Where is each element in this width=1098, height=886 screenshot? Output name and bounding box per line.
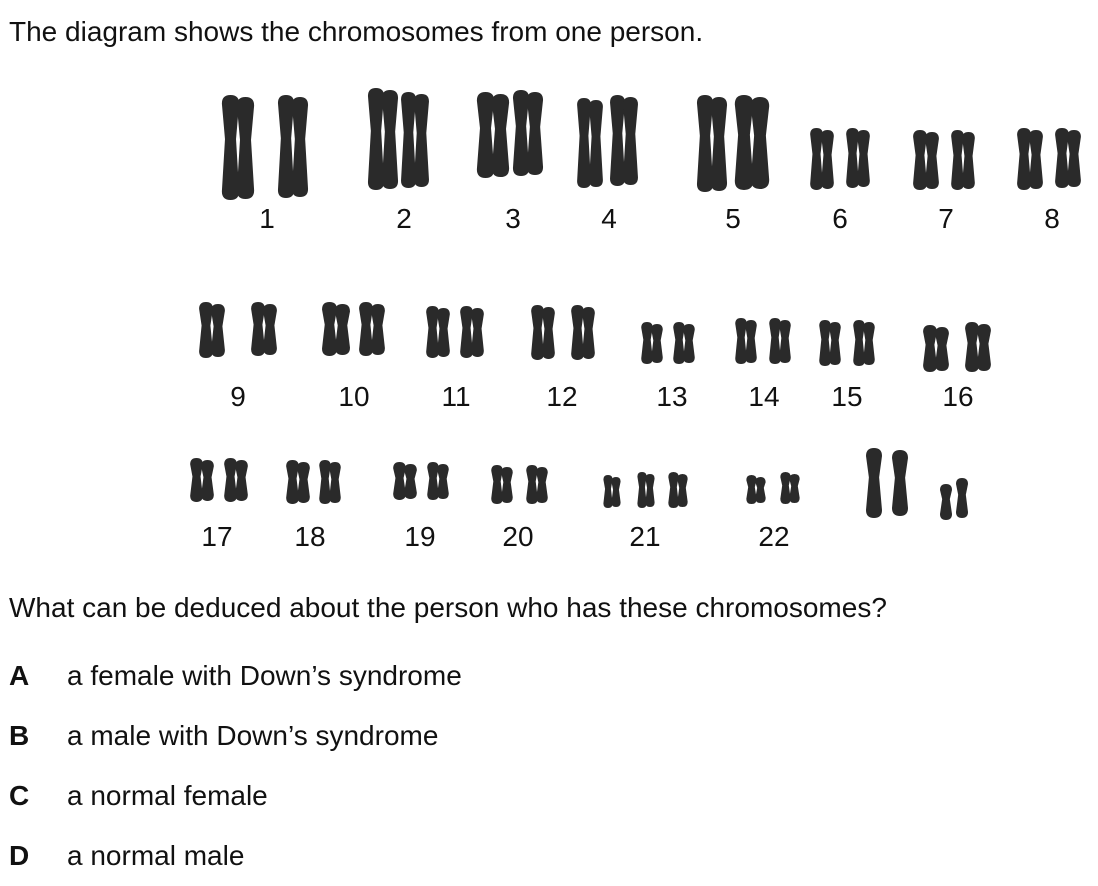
chromosome-6-1 [810,128,834,190]
chromosome-label-9: 9 [230,381,246,412]
chromosome-5-2 [734,95,770,190]
chromosome-4-2 [610,95,638,186]
chromosome-2-2 [401,92,429,188]
chromosome-label-6: 6 [832,203,848,234]
chromosome-11-1 [426,306,450,358]
chromosome-8-1 [1017,128,1043,190]
intro-text: The diagram shows the chromosomes from o… [9,16,704,47]
chromosome-10-2 [359,302,385,356]
chromosome-18-1 [286,460,310,504]
option-d-letter: D [9,840,30,871]
chromosome-9-2 [251,302,277,356]
chromosome-14-2 [769,318,791,364]
chromosome-label-13: 13 [656,381,687,412]
chromosome-2-1 [367,88,399,190]
option-c-text: a normal female [67,780,268,811]
chromosome-1-1 [221,95,255,200]
chromosome-19-2 [427,462,449,500]
chromosome-label-11: 11 [441,381,470,412]
chromosome-7-2 [951,130,975,190]
chromosome-18-2 [319,460,341,504]
chromosome-8-2 [1055,128,1081,188]
chromosome-10-1 [322,302,350,356]
chromosome-15-2 [853,320,875,366]
chromosome-label-7: 7 [938,203,954,234]
chromosome-label-10: 10 [338,381,369,412]
option-b-text: a male with Down’s syndrome [67,720,439,751]
sex-chromosome-y [940,478,968,520]
chromosome-label-1: 1 [259,203,275,234]
chromosome-14-1 [735,318,757,364]
chromosome-label-2: 2 [396,203,412,234]
chromosome-16-1 [923,325,949,372]
chromosome-11-2 [460,306,484,358]
chromosome-label-3: 3 [505,203,521,234]
chromosome-22-2 [780,472,800,504]
sex-chromosome-x [866,448,908,518]
chromosome-13-2 [673,322,695,364]
chromosome-20-2 [526,465,548,504]
chromosome-label-8: 8 [1044,203,1060,234]
chromosome-label-19: 19 [404,521,435,552]
chromosome-17-1 [190,458,214,502]
chromosome-1-2 [277,95,309,198]
option-a-letter: A [9,660,30,691]
option-d-text: a normal male [67,840,245,871]
option-a-text: a female with Down’s syndrome [67,660,462,691]
chromosome-label-5: 5 [725,203,741,234]
chromosome-3-2 [512,90,544,176]
chromosome-21-3 [668,472,688,508]
chromosome-16-2 [965,322,991,372]
karyotype-diagram: 1 2 3 4 5 6 7 8 9 10 11 12 13 14 15 16 17 18 19 20 21 22 [190,88,1081,552]
chromosome-19-1 [393,462,417,500]
chromosome-label-18: 18 [294,521,325,552]
chromosome-label-14: 14 [748,381,779,412]
chromosome-21-1 [603,475,621,508]
chromosome-label-17: 17 [201,521,232,552]
chromosome-12-2 [571,305,595,360]
chromosome-label-12: 12 [546,381,577,412]
chromosome-20-1 [491,465,513,504]
option-b-letter: B [9,720,30,751]
chromosome-3-1 [476,92,510,178]
option-c-letter: C [9,780,30,811]
chromosome-13-1 [641,322,663,364]
chromosome-17-2 [224,458,248,502]
chromosome-label-15: 15 [831,381,862,412]
chromosome-label-4: 4 [601,203,617,234]
chromosome-label-22: 22 [758,521,789,552]
chromosome-4-1 [577,98,603,188]
chromosome-7-1 [913,130,939,190]
chromosome-21-2 [637,472,655,508]
chromosome-5-1 [696,95,728,192]
question-text: What can be deduced about the person who… [9,592,887,623]
chromosome-label-21: 21 [629,521,660,552]
chromosome-label-16: 16 [942,381,973,412]
chromosome-12-1 [531,305,555,360]
chromosome-label-20: 20 [502,521,533,552]
chromosome-9-1 [199,302,225,358]
chromosome-22-1 [746,475,766,504]
chromosome-15-1 [819,320,841,366]
chromosome-6-2 [846,128,870,188]
